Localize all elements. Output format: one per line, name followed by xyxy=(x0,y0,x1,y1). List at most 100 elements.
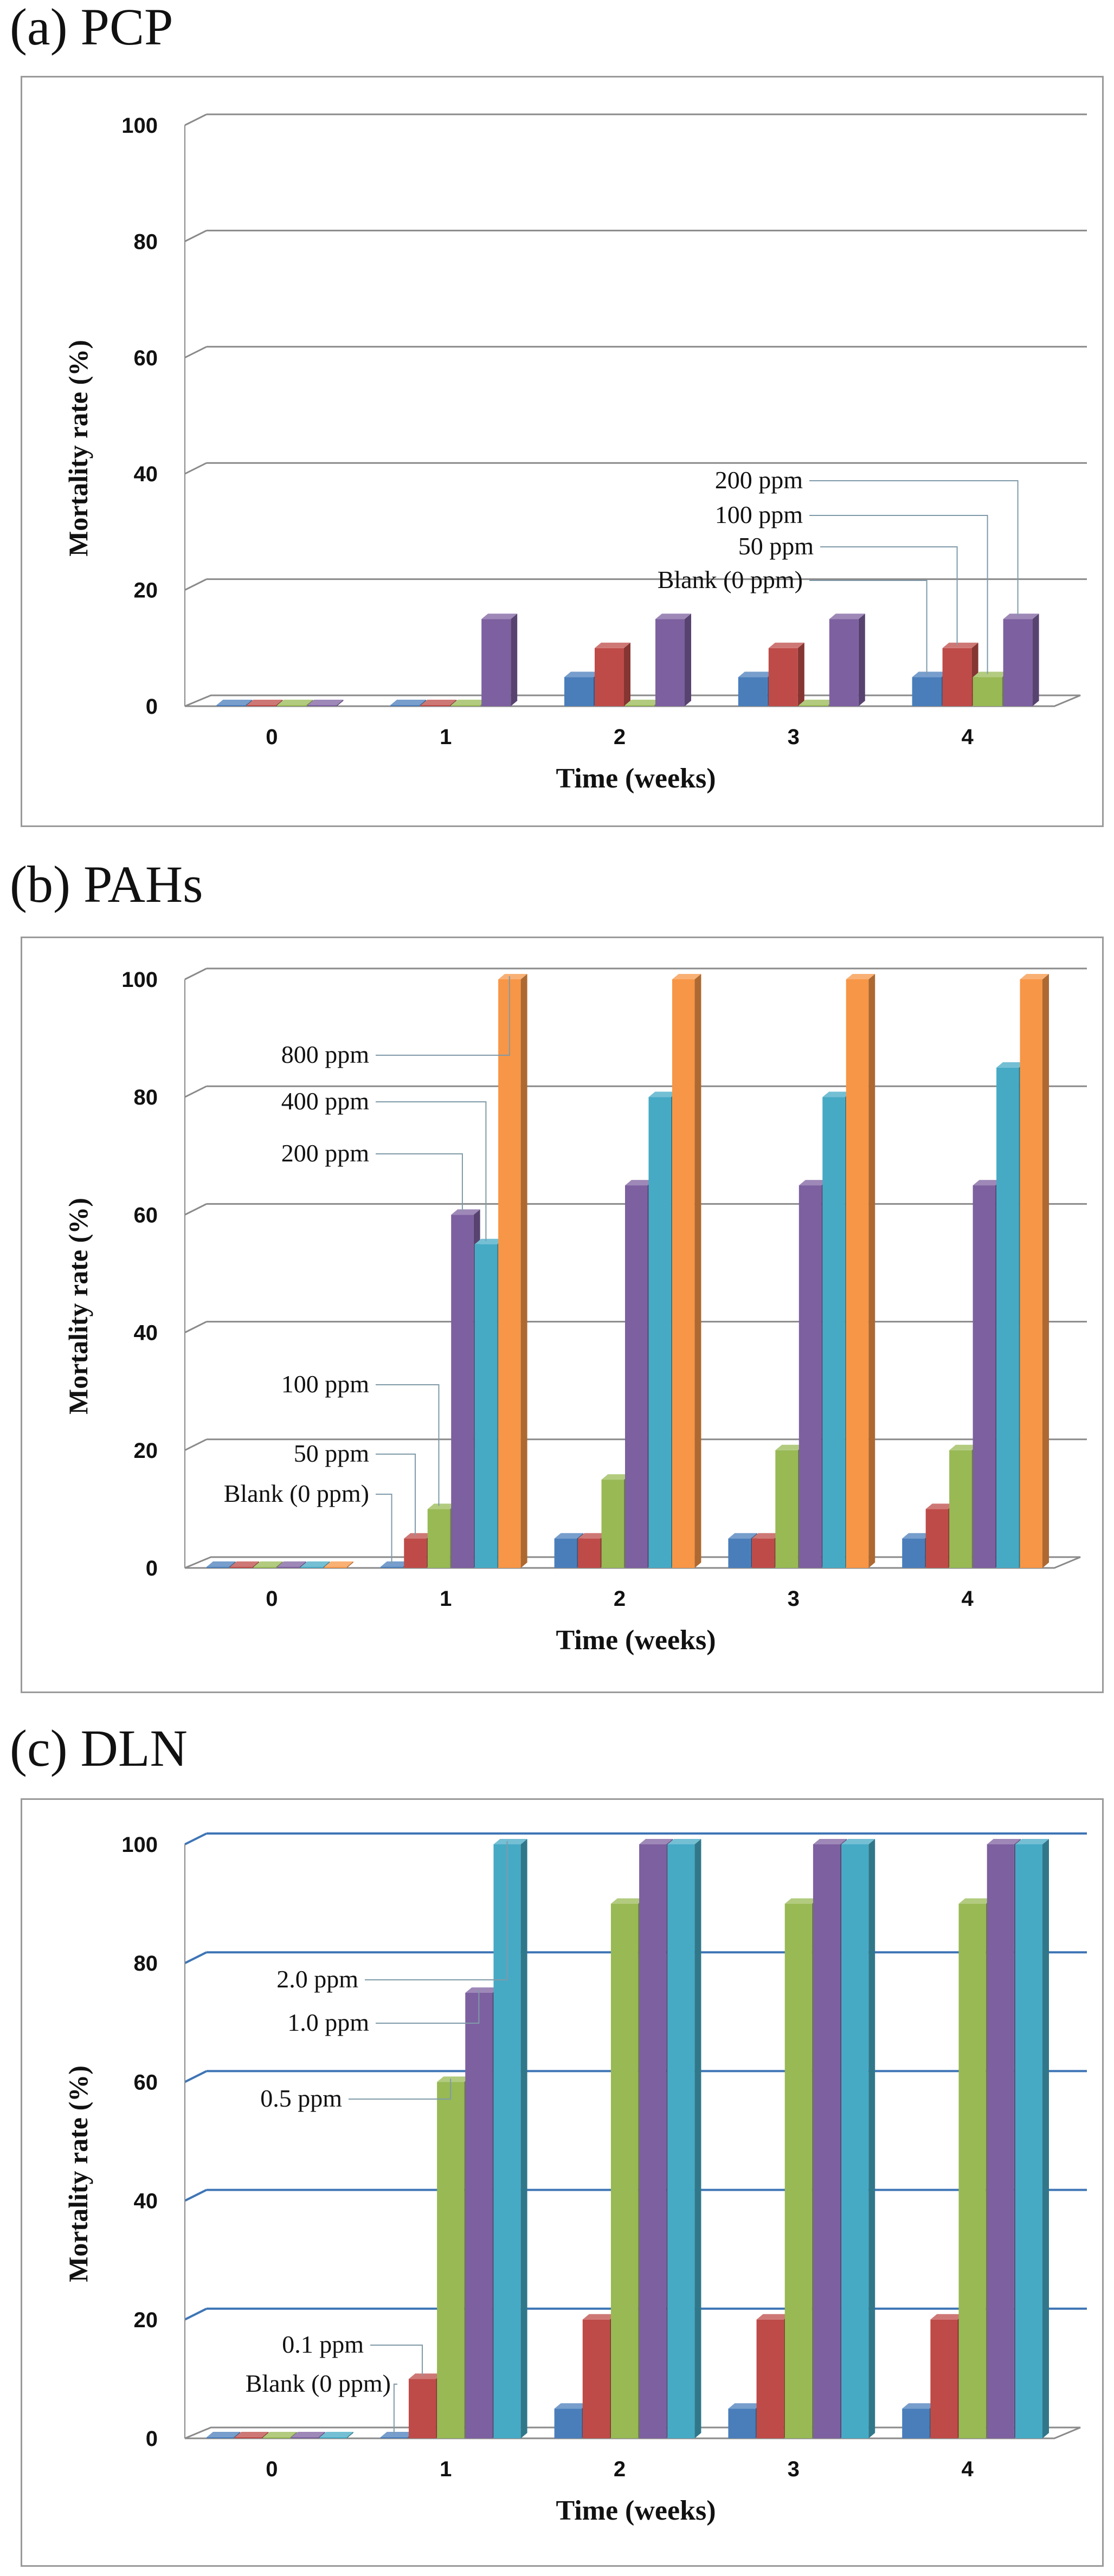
bar-top xyxy=(625,700,661,705)
bar xyxy=(728,2409,756,2438)
series-label: 50 ppm xyxy=(294,1439,370,1467)
series-label: 100 ppm xyxy=(281,1370,370,1398)
bar-top xyxy=(949,1444,978,1450)
grid-connector xyxy=(184,230,207,242)
bar xyxy=(324,1567,347,1568)
bar-top xyxy=(973,672,1009,677)
bar-top xyxy=(672,974,701,979)
series-label: 50 ppm xyxy=(738,532,814,560)
y-tick-label: 60 xyxy=(134,2070,158,2094)
bar-side xyxy=(276,1561,283,1568)
x-tick-label: 2 xyxy=(614,725,626,749)
bar xyxy=(756,2319,784,2438)
bar-top xyxy=(728,1533,757,1539)
bar-top xyxy=(230,1561,259,1567)
bar xyxy=(291,2437,319,2438)
bar-side xyxy=(252,1561,259,1568)
bar-top xyxy=(451,1209,480,1215)
bar xyxy=(451,1215,474,1568)
bar-side xyxy=(346,2432,353,2438)
bar xyxy=(427,1509,450,1568)
bar-top xyxy=(291,2432,325,2437)
y-axis-title: Mortality rate (%) xyxy=(63,2065,93,2282)
bar-top xyxy=(751,1533,781,1539)
bar xyxy=(380,1567,403,1568)
grid-connector xyxy=(184,1832,207,1845)
bar xyxy=(390,705,420,706)
y-tick-label: 60 xyxy=(134,346,158,370)
y-tick-label: 20 xyxy=(134,1439,158,1463)
bar xyxy=(846,979,869,1568)
bar-top xyxy=(942,642,978,648)
bar-top xyxy=(925,1503,955,1509)
bar-top xyxy=(784,1898,819,1904)
y-tick-label: 0 xyxy=(146,695,158,719)
x-tick-label: 2 xyxy=(614,2457,626,2481)
bar-top xyxy=(235,2432,269,2437)
bar-top xyxy=(319,2432,353,2437)
bar xyxy=(300,1567,324,1568)
bar xyxy=(235,2437,262,2438)
bar xyxy=(1003,619,1033,706)
y-tick-label: 60 xyxy=(134,1203,158,1227)
bar-top xyxy=(902,2403,936,2409)
bar-top xyxy=(987,1839,1021,1844)
bar-top xyxy=(738,672,774,677)
x-tick-label: 4 xyxy=(961,1587,974,1611)
bar-side xyxy=(346,1561,353,1568)
bar-top xyxy=(1020,974,1049,979)
bar xyxy=(625,1185,648,1568)
bar-top xyxy=(216,700,253,705)
series-label-leader xyxy=(809,480,1019,616)
x-tick-label: 1 xyxy=(440,1587,452,1611)
bar-side xyxy=(276,700,283,706)
bar xyxy=(216,705,246,706)
grid-connector xyxy=(184,1085,207,1098)
bar xyxy=(930,2319,958,2438)
bar-top xyxy=(799,700,835,705)
bar xyxy=(1020,979,1042,1568)
series-label-leader xyxy=(376,1384,440,1506)
bar-side xyxy=(306,700,313,706)
chart-pahs: 0 20 40 60 80 100 0 1 2 3 4 Blank (0 ppm) 50 ppm 100 … xyxy=(21,937,1104,1693)
panel-title-pahs: (b) PAHs xyxy=(10,855,203,913)
series-label-leader xyxy=(376,1101,487,1241)
bar xyxy=(404,1538,427,1568)
chart-dln: 0 20 40 60 80 100 0 1 2 3 4 Blank (0 ppm) 0.1 ppm 0.5… xyxy=(21,1798,1104,2567)
bar xyxy=(564,677,594,706)
bar xyxy=(451,705,481,706)
bar-side xyxy=(694,974,701,1568)
grid-connector xyxy=(184,2308,207,2321)
bar xyxy=(751,1538,775,1568)
bar xyxy=(738,677,768,706)
grid-connector xyxy=(184,578,207,591)
series-label-leader xyxy=(376,1494,392,1564)
bar xyxy=(578,1538,601,1568)
bar xyxy=(319,2437,347,2438)
bar-side xyxy=(290,2432,297,2438)
bar-top xyxy=(639,1839,673,1844)
bar-side xyxy=(420,700,427,706)
series-label-leader xyxy=(365,1841,508,1980)
bar-side xyxy=(797,642,804,706)
chart-svg-pahs: 0 20 40 60 80 100 0 1 2 3 4 Blank (0 ppm) 50 ppm 100 … xyxy=(63,967,1087,1656)
bar xyxy=(942,648,972,706)
bar-top xyxy=(625,1180,654,1186)
bar-top xyxy=(380,2432,414,2437)
grid-connector xyxy=(184,462,207,475)
x-tick-label: 0 xyxy=(266,725,278,749)
grid-connector xyxy=(184,967,207,980)
series-label: Blank (0 ppm) xyxy=(224,1480,369,1507)
bar xyxy=(813,1844,841,2438)
series-label-leader xyxy=(393,2384,397,2434)
bar xyxy=(902,1538,925,1568)
bar-top xyxy=(930,2314,964,2320)
bar-top xyxy=(380,1561,410,1567)
bar-top xyxy=(277,700,313,705)
bar-side xyxy=(520,1839,527,2438)
bar xyxy=(380,2437,408,2438)
x-tick-label: 1 xyxy=(440,725,452,749)
bar-top xyxy=(253,1561,283,1567)
bar-top xyxy=(822,1092,852,1097)
bar xyxy=(841,1844,869,2438)
